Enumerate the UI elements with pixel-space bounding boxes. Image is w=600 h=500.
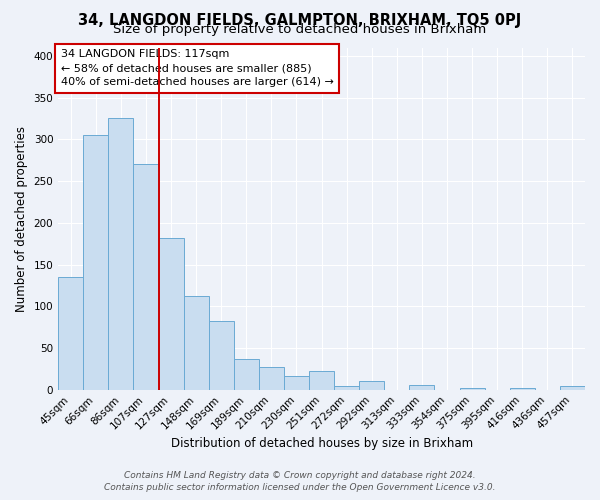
Bar — [234, 359, 259, 390]
Bar — [133, 164, 158, 390]
Bar — [259, 367, 284, 390]
Bar — [83, 135, 109, 390]
Text: Contains HM Land Registry data © Crown copyright and database right 2024.
Contai: Contains HM Land Registry data © Crown c… — [104, 471, 496, 492]
Bar — [560, 386, 585, 390]
Bar — [460, 388, 485, 390]
Bar — [58, 277, 83, 390]
X-axis label: Distribution of detached houses by size in Brixham: Distribution of detached houses by size … — [170, 437, 473, 450]
Text: Size of property relative to detached houses in Brixham: Size of property relative to detached ho… — [113, 22, 487, 36]
Text: 34 LANGDON FIELDS: 117sqm
← 58% of detached houses are smaller (885)
40% of semi: 34 LANGDON FIELDS: 117sqm ← 58% of detac… — [61, 49, 334, 87]
Bar — [510, 388, 535, 390]
Text: 34, LANGDON FIELDS, GALMPTON, BRIXHAM, TQ5 0PJ: 34, LANGDON FIELDS, GALMPTON, BRIXHAM, T… — [79, 12, 521, 28]
Bar — [334, 386, 359, 390]
Bar — [359, 380, 385, 390]
Bar — [158, 238, 184, 390]
Bar — [109, 118, 133, 390]
Bar — [184, 296, 209, 390]
Bar — [409, 384, 434, 390]
Bar — [284, 376, 309, 390]
Y-axis label: Number of detached properties: Number of detached properties — [15, 126, 28, 312]
Bar — [209, 322, 234, 390]
Bar — [309, 370, 334, 390]
